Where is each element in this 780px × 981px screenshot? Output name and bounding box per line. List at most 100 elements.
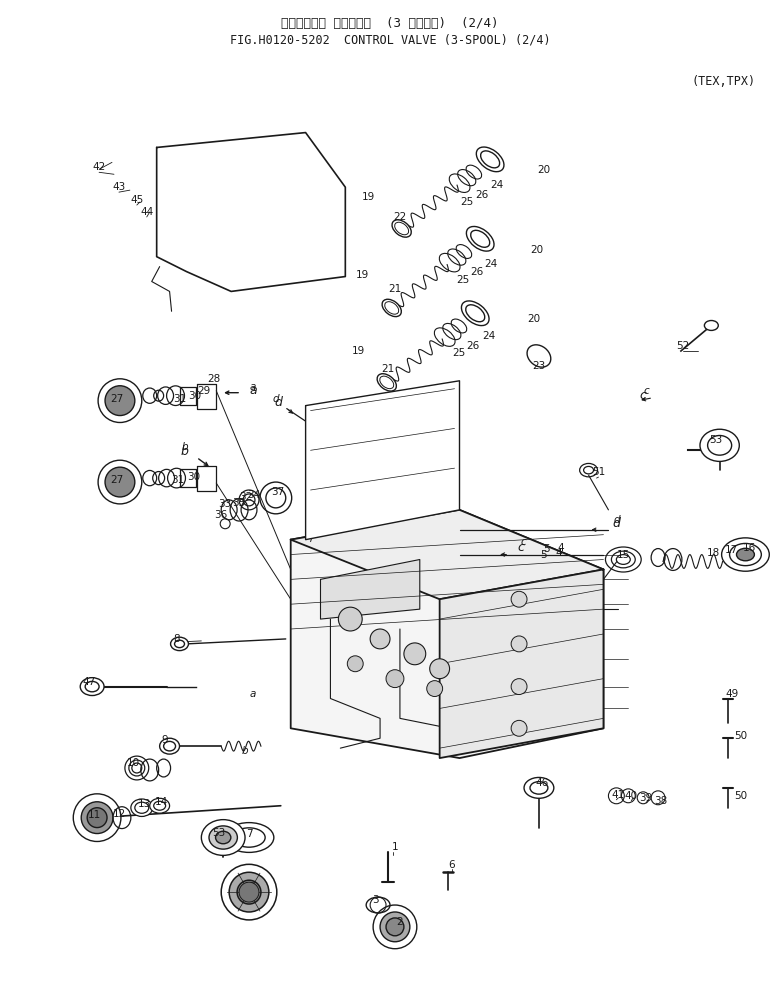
- Polygon shape: [321, 559, 420, 619]
- Text: c: c: [518, 542, 524, 554]
- Text: 20: 20: [537, 165, 551, 176]
- Text: 37: 37: [271, 487, 285, 497]
- Text: 40: 40: [625, 791, 638, 800]
- Text: 33: 33: [218, 499, 232, 509]
- Text: 25: 25: [456, 275, 469, 284]
- Text: 30: 30: [188, 390, 201, 400]
- Text: 19: 19: [352, 346, 365, 356]
- Text: 50: 50: [734, 791, 747, 800]
- Circle shape: [87, 807, 107, 828]
- Text: 51: 51: [592, 467, 605, 477]
- Circle shape: [243, 494, 255, 506]
- Text: 14: 14: [155, 797, 168, 806]
- Polygon shape: [291, 510, 604, 758]
- Text: 26: 26: [470, 267, 483, 277]
- Text: 27: 27: [110, 393, 123, 403]
- Text: 17: 17: [725, 544, 738, 554]
- Text: 31: 31: [173, 393, 186, 403]
- Text: a: a: [249, 385, 257, 397]
- Text: c: c: [520, 537, 526, 546]
- Circle shape: [404, 643, 426, 665]
- Ellipse shape: [164, 742, 176, 750]
- Ellipse shape: [480, 151, 500, 168]
- Text: 24: 24: [483, 332, 496, 341]
- Text: 11: 11: [87, 809, 101, 820]
- Text: 5: 5: [544, 543, 550, 553]
- Text: 45: 45: [130, 195, 144, 205]
- Text: 16: 16: [743, 542, 756, 552]
- Text: 52: 52: [676, 341, 690, 351]
- Text: 4: 4: [555, 547, 562, 557]
- Circle shape: [237, 880, 261, 904]
- Text: 21: 21: [388, 284, 402, 294]
- Text: d: d: [272, 393, 279, 403]
- Ellipse shape: [175, 641, 185, 647]
- Text: 19: 19: [362, 192, 374, 202]
- Circle shape: [98, 379, 142, 423]
- Text: c: c: [644, 386, 649, 395]
- Text: c: c: [640, 389, 647, 402]
- Ellipse shape: [466, 227, 494, 251]
- Text: 53: 53: [709, 436, 722, 445]
- Ellipse shape: [470, 231, 490, 247]
- Text: d: d: [613, 515, 619, 525]
- Text: 10: 10: [127, 758, 140, 768]
- Circle shape: [386, 670, 404, 688]
- Ellipse shape: [530, 782, 548, 795]
- Ellipse shape: [160, 739, 179, 754]
- Circle shape: [370, 629, 390, 648]
- Text: 5: 5: [541, 549, 548, 559]
- Ellipse shape: [209, 826, 237, 850]
- Polygon shape: [291, 510, 604, 599]
- Text: 46: 46: [535, 778, 548, 788]
- Text: 15: 15: [617, 549, 630, 559]
- Ellipse shape: [233, 828, 265, 848]
- Ellipse shape: [224, 823, 274, 852]
- Text: b: b: [181, 442, 188, 452]
- Ellipse shape: [85, 682, 99, 692]
- Text: 35: 35: [232, 498, 246, 508]
- Circle shape: [511, 592, 527, 607]
- Circle shape: [81, 801, 113, 834]
- Text: 25: 25: [460, 197, 473, 207]
- Text: d: d: [275, 396, 282, 409]
- Circle shape: [105, 386, 135, 416]
- Ellipse shape: [466, 305, 484, 322]
- Text: 26: 26: [466, 341, 479, 351]
- Circle shape: [222, 864, 277, 920]
- Circle shape: [386, 918, 404, 936]
- Text: 25: 25: [452, 348, 465, 358]
- Text: 32: 32: [239, 491, 253, 502]
- Text: 43: 43: [112, 182, 126, 192]
- Polygon shape: [306, 381, 459, 540]
- Text: 7: 7: [246, 829, 252, 839]
- Text: FIG.H0120-5202  CONTROL VALVE (3-SPOOL) (2/4): FIG.H0120-5202 CONTROL VALVE (3-SPOOL) (…: [229, 33, 551, 46]
- Polygon shape: [197, 466, 216, 491]
- Ellipse shape: [171, 638, 189, 650]
- Circle shape: [511, 636, 527, 651]
- Circle shape: [98, 460, 142, 504]
- Circle shape: [229, 872, 269, 912]
- Text: 13: 13: [138, 799, 151, 808]
- Ellipse shape: [131, 799, 153, 816]
- Polygon shape: [197, 384, 216, 409]
- Ellipse shape: [215, 831, 231, 844]
- Ellipse shape: [736, 548, 754, 561]
- Text: 48: 48: [243, 882, 256, 892]
- Circle shape: [511, 679, 527, 695]
- Ellipse shape: [616, 554, 630, 564]
- Ellipse shape: [707, 436, 732, 455]
- Text: 20: 20: [530, 244, 544, 255]
- Polygon shape: [440, 569, 604, 758]
- Text: b: b: [180, 444, 189, 458]
- Text: 24: 24: [484, 259, 498, 269]
- Text: b: b: [242, 747, 248, 756]
- Text: 28: 28: [207, 374, 221, 384]
- Ellipse shape: [462, 301, 489, 326]
- Ellipse shape: [378, 374, 396, 391]
- Text: 30: 30: [187, 472, 200, 482]
- Text: 29: 29: [197, 386, 211, 395]
- Ellipse shape: [524, 777, 554, 799]
- Text: 21: 21: [381, 364, 395, 374]
- Polygon shape: [157, 132, 346, 291]
